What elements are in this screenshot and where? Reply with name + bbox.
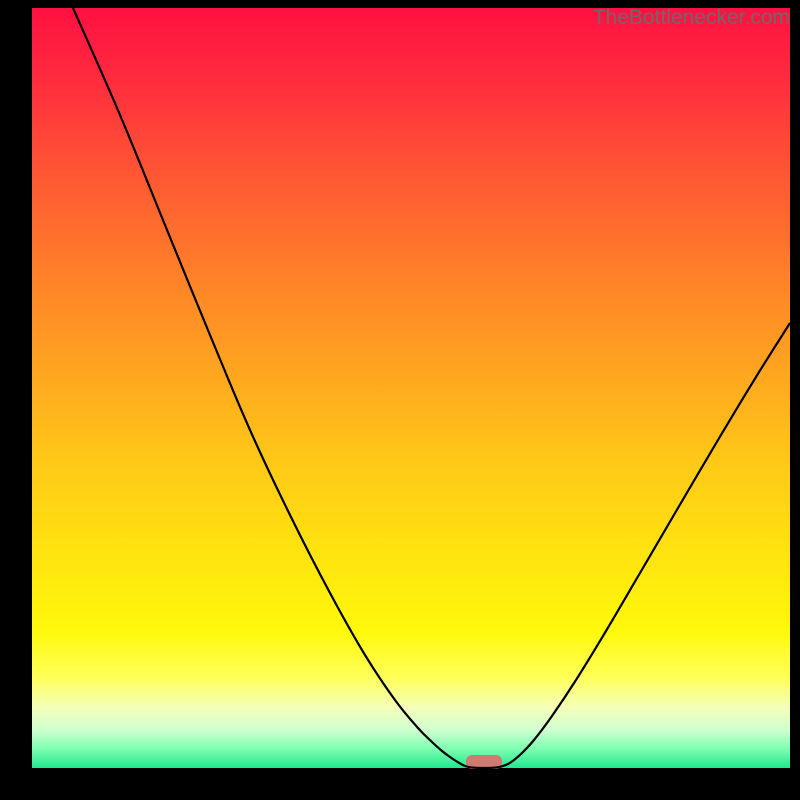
- plot-background: [32, 8, 790, 768]
- chart-container: TheBottlenecker.com: [0, 0, 800, 800]
- bottleneck-chart-svg: [0, 0, 800, 800]
- watermark-text: TheBottlenecker.com: [593, 6, 790, 30]
